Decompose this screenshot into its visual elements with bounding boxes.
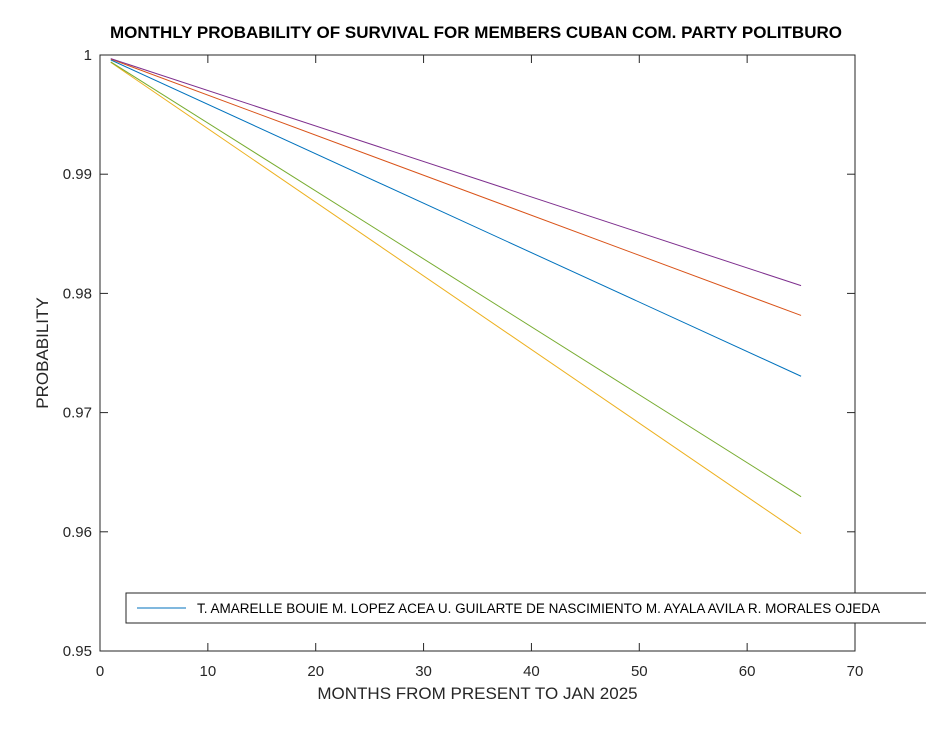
y-axis-label: PROBABILITY [33, 297, 52, 408]
legend-box [125, 592, 926, 624]
legend: T. AMARELLE BOUIE M. LOPEZ ACEA U. GUILA… [125, 592, 926, 624]
series-line [110, 58, 802, 316]
tick-labels: 0 10 20 30 40 50 60 70 0.95 0.96 0.97 0.98 0.99 1 [63, 47, 864, 680]
x-tick-label: 60 [739, 663, 756, 680]
y-tick-label: 0.95 [63, 643, 92, 660]
series-line [110, 59, 802, 377]
series-line [110, 61, 802, 535]
y-tick-label: 1 [84, 47, 92, 64]
x-tick-label: 10 [200, 663, 217, 680]
x-tick-label: 50 [631, 663, 648, 680]
series-lines [110, 58, 802, 535]
series-line [110, 58, 802, 287]
plot-area [99, 54, 856, 652]
chart-title: MONTHLY PROBABILITY OF SURVIVAL FOR MEMB… [110, 23, 842, 42]
legend-label: T. AMARELLE BOUIE M. LOPEZ ACEA U. GUILA… [197, 601, 880, 616]
x-tick-label: 0 [96, 663, 104, 680]
y-tick-label: 0.99 [63, 166, 92, 183]
x-tick-label: 40 [523, 663, 540, 680]
x-axis-label: MONTHS FROM PRESENT TO JAN 2025 [317, 684, 637, 703]
x-tick-label: 20 [307, 663, 324, 680]
x-tick-label: 30 [415, 663, 432, 680]
y-tick-label: 0.96 [63, 524, 92, 541]
x-tick-label: 70 [847, 663, 864, 680]
y-tick-label: 0.98 [63, 285, 92, 302]
series-line [110, 61, 802, 498]
y-tick-label: 0.97 [63, 405, 92, 422]
axis-ticks [99, 54, 856, 652]
